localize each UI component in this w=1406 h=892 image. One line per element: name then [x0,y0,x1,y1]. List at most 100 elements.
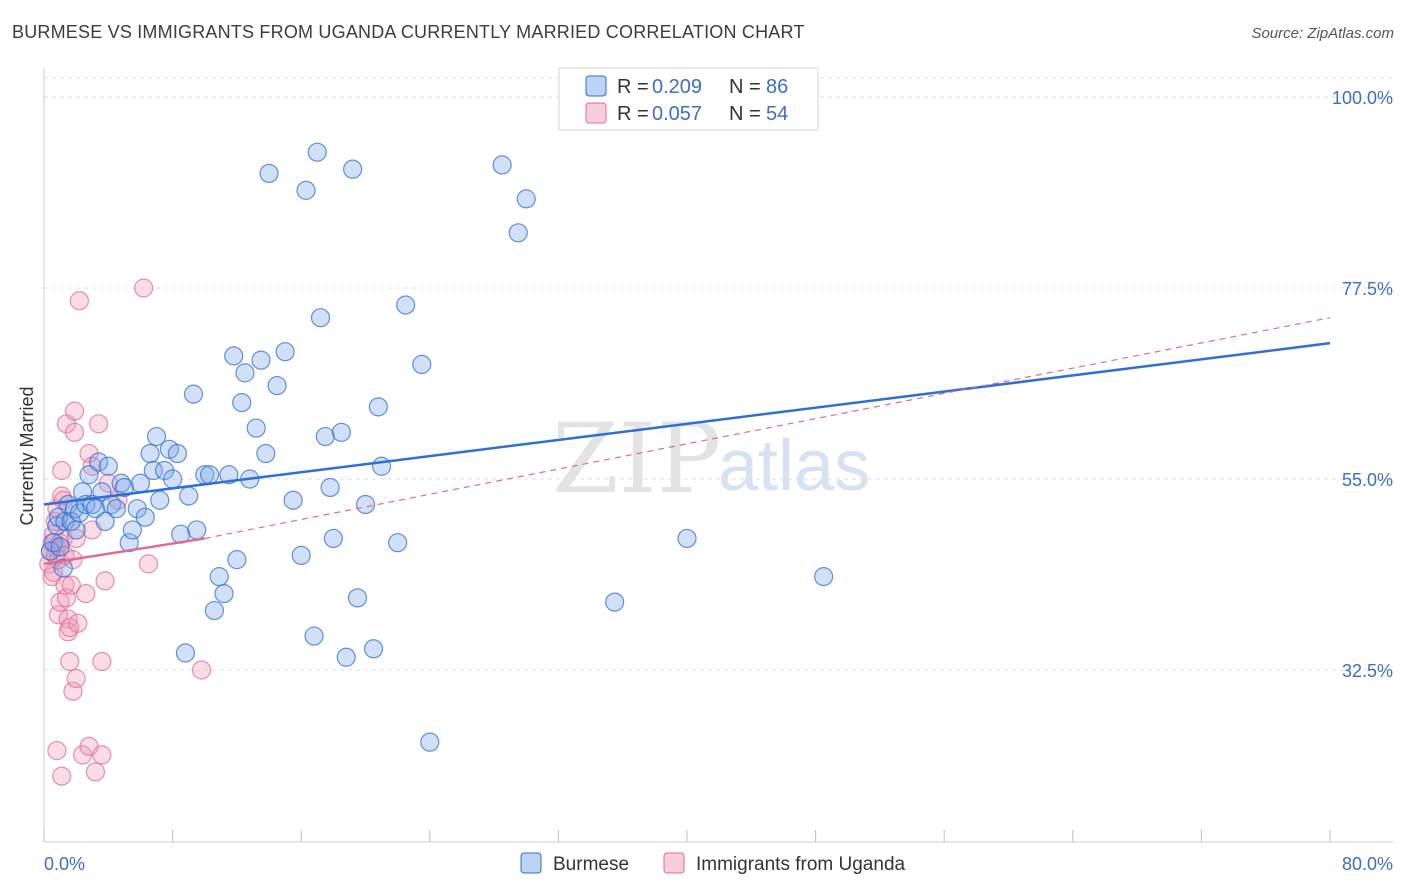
x-tick-marks [43,830,1331,842]
axes [43,68,1393,843]
y-tick-label-3: 32.5% [1342,661,1393,681]
uganda-point-31 [64,422,85,442]
burmese-point-58 [267,376,287,396]
burmese-point-70 [336,647,356,667]
burmese-point-10 [66,520,86,540]
burmese-point-68 [323,528,343,549]
burmese-point-85 [677,528,697,549]
source-label: Source: ZipAtlas.com [1251,25,1394,42]
burmese-point-39 [175,643,196,663]
legend-swatch-uganda [585,102,607,124]
legend-r-label-uganda: R = [617,103,649,125]
burmese-point-86 [814,567,834,587]
burmese-point-46 [209,567,229,587]
bottom-legend-swatch-burmese [520,852,542,874]
burmese-point-78 [396,295,416,315]
uganda-point-50 [52,766,72,786]
burmese-point-65 [310,308,331,328]
y-tick-label-1: 77.5% [1342,279,1393,299]
uganda-point-35 [69,291,89,311]
burmese-point-22 [106,499,126,519]
legend-r-value-burmese: 0.209 [652,76,702,98]
burmese-point-81 [492,155,512,175]
legend-n-label-uganda: N = [729,103,761,125]
burmese-point-76 [371,456,392,476]
burmese-point-79 [412,354,432,374]
uganda-point-33 [66,668,86,689]
burmese-point-73 [355,494,376,515]
burmese-point-20 [98,456,118,476]
burmese-point-29 [135,507,155,527]
burmese-point-16 [85,499,106,519]
burmese-point-30 [140,443,160,464]
uganda-point-29 [63,681,83,701]
chart-title: BURMESE VS IMMIGRANTS FROM UGANDA CURREN… [12,22,805,42]
burmese-point-54 [246,418,266,438]
burmese-point-59 [275,342,295,362]
uganda-point-52 [138,554,159,574]
uganda-trend-line-dashed [204,317,1331,540]
y-tick-labels: 100.0% 77.5% 55.0% 32.5% [1332,88,1393,681]
uganda-trend-line-solid [43,537,205,566]
burmese-point-77 [388,533,408,553]
uganda-point-26 [61,575,81,595]
legend-n-value-burmese: 86 [766,76,788,98]
burmese-point-55 [251,350,271,370]
legend-n-value-uganda: 54 [766,103,788,125]
burmese-point-82 [508,223,528,243]
burmese-point-47 [214,583,234,604]
bottom-legend-label-uganda: Immigrants from Uganda [696,854,906,875]
legend-swatch-burmese [585,75,607,97]
uganda-point-42 [85,762,106,782]
uganda-point-30 [64,401,85,421]
legend-r-value-uganda: 0.057 [652,103,702,125]
uganda-point-43 [89,414,109,434]
burmese-point-32 [146,426,167,447]
y-tick-label-0: 100.0% [1332,88,1393,108]
burmese-point-42 [187,520,207,540]
burmese-point-41 [183,384,204,404]
x-tick-label-min: 0.0% [44,854,85,874]
burmese-point-19 [95,511,115,532]
burmese-point-71 [343,159,363,179]
bottom-legend-label-burmese: Burmese [553,854,629,875]
burmese-point-17 [89,452,109,472]
burmese-point-56 [256,443,276,464]
burmese-point-72 [347,588,368,608]
burmese-point-50 [227,550,247,570]
uganda-point-34 [68,613,88,633]
burmese-point-24 [114,477,134,498]
burmese-point-26 [122,520,143,540]
uganda-point-49 [47,741,67,761]
burmese-point-25 [119,533,139,553]
burmese-point-80 [420,732,440,752]
watermark: ZIP atlas [552,403,870,515]
burmese-trend-line [43,341,1331,506]
burmese-point-44 [199,465,220,485]
burmese-point-74 [363,639,384,659]
burmese-point-40 [179,486,199,506]
burmese-point-48 [219,465,239,485]
uganda-point-37 [76,583,96,604]
burmese-point-49 [224,346,244,366]
burmese-point-52 [235,363,255,383]
burmese-point-31 [143,460,163,481]
burmese-point-75 [368,397,388,417]
uganda-point-44 [92,745,112,765]
burmese-point-14 [79,465,99,485]
x-tick-label-max: 80.0% [1342,854,1393,874]
legend-n-label-burmese: N = [729,76,761,98]
uganda-point-15 [52,460,72,481]
burmese-point-36 [163,469,183,489]
uganda-point-20 [56,588,77,608]
uganda-point-46 [95,571,115,591]
burmese-point-45 [204,600,224,621]
uganda-point-25 [60,651,80,672]
burmese-point-61 [291,545,311,566]
burmese-point-67 [320,477,340,498]
bottom-legend-swatch-uganda [663,852,685,874]
burmese-point-37 [167,443,188,464]
burmese-point-84 [605,592,625,612]
burmese-point-57 [259,163,279,183]
